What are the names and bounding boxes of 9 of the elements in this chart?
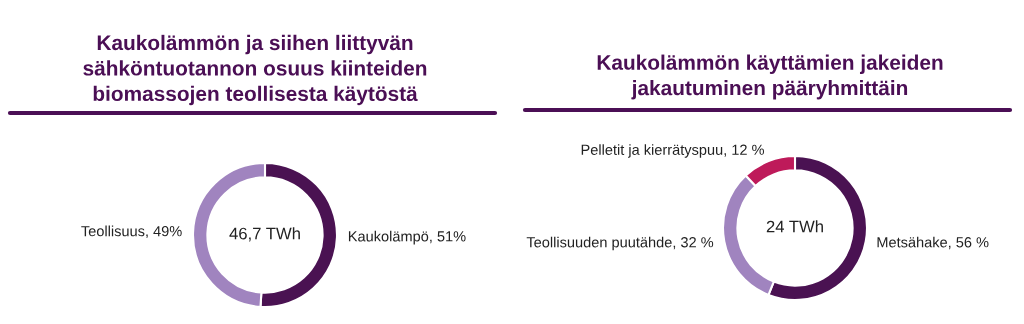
slice-label: Pelletit ja kierrätyspuu, 12 % — [581, 144, 765, 158]
chart-title: Kaukolämmön ja siihen liittyvän sähköntuotannon osuus kiinteiden biomassojen teollisesta käytöstä — [83, 34, 427, 106]
text: 24 TWh — [766, 220, 823, 233]
slice-label: Teollisuuden puutähde, 32 % — [526, 236, 714, 251]
chart-title: Kaukolämmön käyttämien jakeiden jakautuminen pääryhmittäin — [597, 54, 943, 100]
slice-label: Metsähake, 56 % — [877, 236, 989, 250]
slice-label: Kaukolämpö, 51% — [348, 230, 466, 245]
text: 46,7 TWh — [229, 227, 300, 242]
slice-label: Teollisuus, 49% — [81, 225, 182, 239]
